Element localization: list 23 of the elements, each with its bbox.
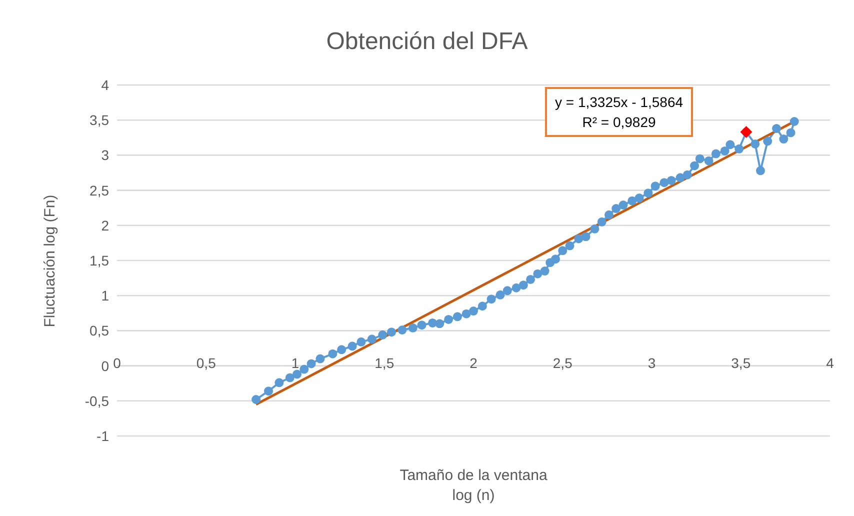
x-tick-label: 0 [113, 354, 122, 371]
y-axis-title: Fluctuación log (Fn) [42, 194, 58, 327]
x-tick-label: 2,5 [552, 354, 573, 371]
y-tick-label: 1,5 [90, 252, 110, 268]
y-tick-label: 0,5 [90, 322, 110, 339]
annotation: y = 1,3325x - 1,5864 R² = 0,9829 [545, 87, 694, 137]
y-tick-label: 2,5 [90, 182, 110, 198]
y-tick-label: -0,5 [84, 392, 110, 409]
x-tick-label: 2 [470, 354, 478, 371]
x-tick-label: 1,5 [374, 354, 394, 371]
y-tick-label: 3 [101, 147, 110, 164]
x-tick-label: 3,5 [731, 354, 751, 371]
x-tick-label: 1 [291, 354, 300, 371]
y-tick-label: 3,5 [90, 112, 110, 128]
x-tick-label: 4 [826, 354, 834, 371]
x-axis-title: Tamaño de la ventana log (n) [398, 466, 548, 506]
x-tick-label: 0,5 [196, 354, 216, 371]
y-tick-label: -1 [96, 428, 110, 444]
y-tick-label: 2 [101, 217, 110, 234]
y-tick-label: 4 [101, 76, 110, 93]
y-tick-label: 1 [101, 288, 110, 304]
x-tick-label: 3 [648, 354, 656, 371]
chart-title: Obtención del DFA [325, 28, 529, 56]
